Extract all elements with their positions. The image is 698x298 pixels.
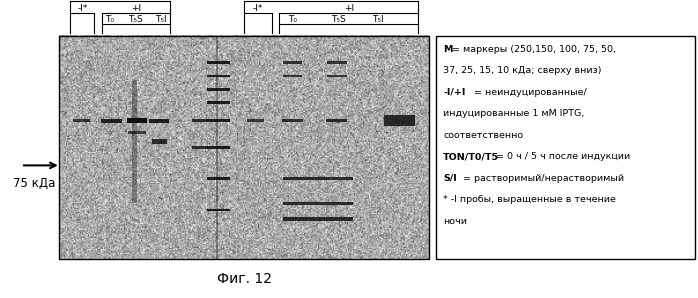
Text: = растворимый/нерастворимый: = растворимый/нерастворимый (460, 174, 624, 183)
Text: T₅S: T₅S (332, 15, 346, 24)
Bar (283, 177, 353, 180)
Bar (283, 75, 302, 77)
Bar (132, 80, 137, 204)
Bar (384, 115, 415, 126)
Text: T₅S: T₅S (128, 15, 142, 24)
Bar (207, 101, 230, 104)
Bar (436, 36, 695, 259)
Bar (326, 119, 348, 122)
Bar (128, 131, 146, 134)
Bar (283, 202, 353, 205)
Bar (327, 75, 347, 77)
Bar (327, 61, 347, 64)
Bar (207, 119, 230, 122)
Text: ночи: ночи (443, 217, 467, 226)
Bar (246, 119, 264, 122)
Text: индуцированные 1 мМ IPTG,: индуцированные 1 мМ IPTG, (443, 109, 584, 118)
Text: Фиг. 12: Фиг. 12 (217, 272, 272, 286)
Bar (192, 119, 207, 122)
Text: соответственно: соответственно (443, 131, 524, 140)
Text: M: M (443, 45, 453, 54)
Text: 75 кДа: 75 кДа (13, 177, 55, 190)
Text: * -I пробы, выращенные в течение: * -I пробы, выращенные в течение (443, 195, 616, 204)
Text: TON/T0/T5: TON/T0/T5 (443, 152, 499, 161)
Bar (207, 75, 230, 77)
Text: +I: +I (343, 4, 354, 13)
Bar (283, 218, 353, 221)
Text: T₀: T₀ (288, 15, 297, 24)
Text: S/I: S/I (443, 174, 457, 183)
Text: = маркеры (250,150, 100, 75, 50,: = маркеры (250,150, 100, 75, 50, (449, 45, 616, 54)
Bar (149, 119, 169, 123)
Bar (151, 139, 167, 144)
Bar (101, 119, 121, 123)
Bar (207, 88, 230, 91)
Text: T₀: T₀ (105, 15, 114, 24)
Text: T₅I: T₅I (155, 15, 167, 24)
Text: = неиндуцированные/: = неиндуцированные/ (470, 88, 586, 97)
Text: -I*: -I* (253, 4, 263, 13)
Bar (216, 36, 218, 259)
Bar (207, 209, 230, 212)
Text: = 0 ч / 5 ч после индукции: = 0 ч / 5 ч после индукции (493, 152, 630, 161)
Bar (282, 119, 303, 122)
Bar (126, 118, 147, 123)
Bar (207, 177, 230, 180)
Bar (283, 61, 302, 64)
Text: -I*: -I* (77, 4, 88, 13)
Text: 37, 25, 15, 10 кДа; сверху вниз): 37, 25, 15, 10 кДа; сверху вниз) (443, 66, 602, 75)
Bar (59, 36, 429, 259)
Bar (192, 146, 207, 149)
Bar (73, 119, 90, 122)
Text: T₅I: T₅I (371, 15, 383, 24)
Bar (207, 61, 230, 64)
Bar (207, 146, 230, 149)
Text: -I/+I: -I/+I (443, 88, 466, 97)
Text: +I: +I (131, 4, 141, 13)
